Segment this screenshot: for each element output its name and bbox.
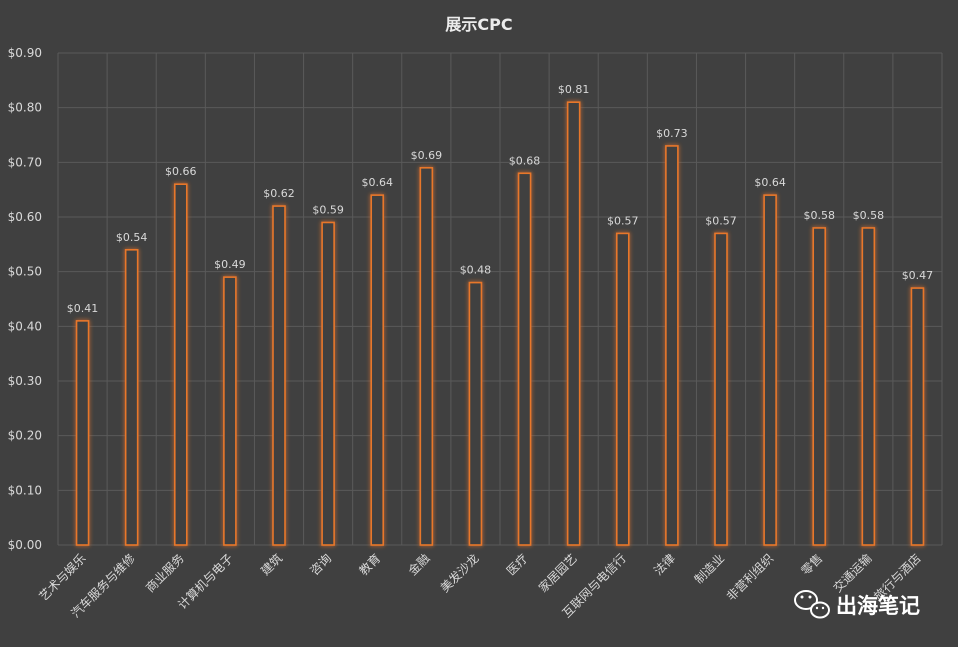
- data-label: $0.68: [509, 154, 541, 167]
- bar: [223, 276, 237, 546]
- x-tick-label: 咨询: [307, 551, 335, 579]
- gridlines: [57, 52, 943, 546]
- data-label: $0.69: [411, 149, 443, 162]
- bar: [173, 183, 188, 546]
- x-tick-label: 医疗: [504, 551, 531, 578]
- x-tick-label: 教育: [356, 551, 384, 579]
- data-label: $0.47: [902, 269, 934, 282]
- x-tick-label: 商业服务: [142, 551, 187, 596]
- bar: [763, 194, 777, 546]
- data-label: $0.66: [165, 165, 197, 178]
- bar: [615, 232, 630, 546]
- x-tick-label: 艺术与娱乐: [36, 551, 88, 603]
- bar: [419, 167, 434, 546]
- bar: [812, 227, 827, 546]
- wechat-icon: [794, 590, 830, 619]
- data-label: $0.54: [116, 231, 148, 244]
- data-label: $0.57: [705, 214, 737, 227]
- bar: [75, 320, 90, 546]
- y-tick-label: $0.30: [8, 374, 42, 388]
- y-tick-label: $0.10: [8, 483, 42, 497]
- x-tick-label: 家居园艺: [535, 551, 580, 596]
- data-label: $0.57: [607, 214, 639, 227]
- bar: [566, 101, 581, 546]
- data-label: $0.48: [460, 264, 492, 277]
- y-tick-label: $0.00: [8, 538, 42, 552]
- y-tick-label: $0.70: [8, 155, 42, 169]
- y-tick-label: $0.20: [8, 429, 42, 443]
- watermark: 出海笔记: [794, 590, 920, 619]
- data-label: $0.41: [67, 302, 99, 315]
- bar: [517, 172, 532, 546]
- y-tick-label: $0.60: [8, 210, 42, 224]
- x-tick-label: 法律: [651, 551, 678, 578]
- y-axis-tick-labels: $0.00 $0.10 $0.20 $0.30 $0.40 $0.50 $0.60 $0.70…: [8, 46, 42, 552]
- bar: [370, 194, 385, 546]
- data-label: $0.49: [214, 258, 246, 271]
- y-tick-label: $0.90: [8, 46, 42, 60]
- data-label: $0.58: [803, 209, 835, 222]
- chart-title: 展示CPC: [445, 15, 512, 34]
- data-label: $0.59: [312, 203, 344, 216]
- bars: [75, 101, 925, 546]
- y-tick-label: $0.80: [8, 101, 42, 115]
- y-tick-label: $0.40: [8, 319, 42, 333]
- watermark-text: 出海笔记: [836, 594, 920, 618]
- bar: [124, 249, 139, 546]
- bar: [468, 281, 483, 546]
- x-tick-label: 制造业: [692, 551, 727, 586]
- data-label: $0.64: [361, 176, 393, 189]
- x-tick-label: 美发沙龙: [437, 551, 482, 596]
- bar: [321, 221, 335, 546]
- data-label: $0.81: [558, 83, 590, 96]
- data-label: $0.64: [754, 176, 786, 189]
- x-tick-label: 零售: [798, 551, 826, 579]
- bar: [665, 145, 679, 546]
- data-label: $0.62: [263, 187, 295, 200]
- data-labels: $0.41 $0.54 $0.66 $0.49 $0.62 $0.59 $0.64 $0.69…: [67, 83, 933, 315]
- x-tick-label: 建筑: [258, 551, 286, 579]
- x-tick-label: 交通运输: [830, 551, 875, 596]
- data-label: $0.58: [853, 209, 885, 222]
- x-tick-label: 非营利组织: [724, 551, 776, 603]
- bar: [714, 232, 728, 546]
- data-label: $0.73: [656, 127, 688, 140]
- bar: [910, 287, 925, 546]
- y-tick-label: $0.50: [8, 265, 42, 279]
- x-tick-label: 金融: [405, 551, 433, 579]
- bar: [861, 227, 876, 546]
- bar: [272, 205, 286, 546]
